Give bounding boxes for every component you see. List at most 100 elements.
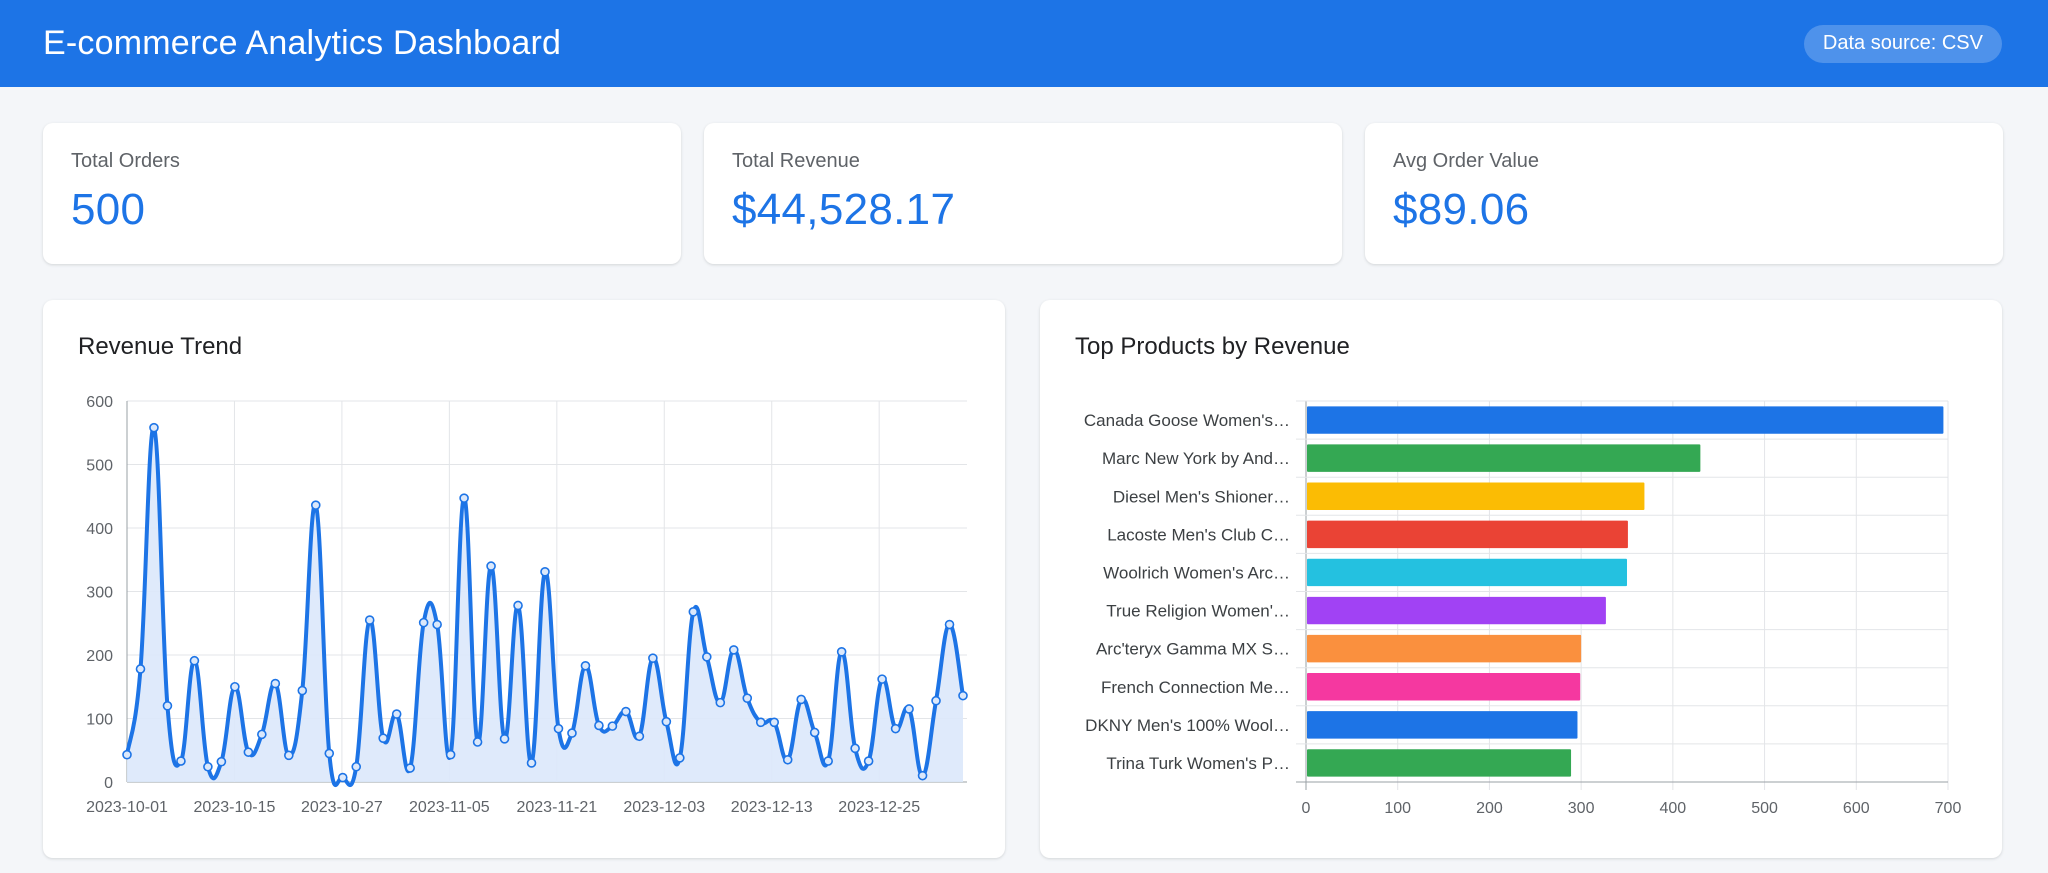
x-tick-label: 2023-12-13 xyxy=(731,799,813,816)
product-bar xyxy=(1307,634,1582,663)
x-tick-label: 500 xyxy=(1751,800,1778,817)
revenue-point xyxy=(755,717,766,728)
kpi-label: Total Revenue xyxy=(732,150,860,172)
revenue-point xyxy=(661,716,672,727)
product-bar xyxy=(1307,749,1572,777)
revenue-point xyxy=(135,664,146,674)
revenue-point xyxy=(270,678,281,689)
revenue-point xyxy=(284,750,294,761)
x-tick-label: 2023-11-05 xyxy=(409,799,490,816)
product-bar xyxy=(1307,596,1606,625)
x-tick-label: 200 xyxy=(1476,800,1503,817)
kpi-card-total-revenue: Total Revenue $44,528.17 xyxy=(704,123,1342,264)
product-label: Arc'teryx Gamma MX S… xyxy=(1096,640,1290,659)
revenue-point xyxy=(216,756,227,767)
revenue-point xyxy=(836,647,847,657)
revenue-point xyxy=(391,709,402,719)
product-bar xyxy=(1307,482,1645,510)
revenue-point xyxy=(688,607,699,617)
revenue-point xyxy=(567,728,577,738)
revenue-point xyxy=(702,652,712,662)
revenue-point xyxy=(310,500,321,510)
x-tick-label: 400 xyxy=(1660,800,1687,817)
revenue-point xyxy=(472,737,483,747)
revenue-point xyxy=(648,653,658,663)
revenue-area-fill xyxy=(127,427,963,786)
y-tick-label: 600 xyxy=(86,394,113,411)
product-label: Marc New York by And… xyxy=(1102,449,1290,468)
revenue-point xyxy=(958,690,968,701)
product-bar xyxy=(1307,711,1578,739)
revenue-point xyxy=(715,697,726,708)
product-label: Diesel Men's Shioner… xyxy=(1113,487,1290,506)
x-tick-label: 2023-10-01 xyxy=(86,799,168,816)
revenue-point xyxy=(418,617,429,628)
top-products-chart[interactable]: 0 100 200 300 400 500 600 700 Canada Goose Women… xyxy=(1040,300,2002,858)
product-bar xyxy=(1307,406,1944,434)
revenue-point xyxy=(337,772,348,783)
revenue-point xyxy=(931,695,941,706)
kpi-label: Total Orders xyxy=(71,150,180,172)
revenue-point xyxy=(243,747,254,757)
revenue-point xyxy=(149,422,159,433)
kpi-card-total-orders: Total Orders 500 xyxy=(43,123,681,264)
x-tick-label: 100 xyxy=(1384,800,1411,817)
product-label: True Religion Women'… xyxy=(1106,602,1290,621)
revenue-point xyxy=(675,753,685,763)
kpi-card-avg-order-value: Avg Order Value $89.06 xyxy=(1365,123,2003,264)
revenue-point xyxy=(203,761,213,772)
revenue-point xyxy=(553,723,564,734)
revenue-point xyxy=(405,763,415,773)
revenue-point xyxy=(526,758,537,768)
revenue-trend-chart[interactable]: 0 100 200 300 400 500 600 2023-10-01 2023-10-15 2… xyxy=(43,300,1005,858)
kpi-value: 500 xyxy=(71,185,146,234)
x-tick-label: 600 xyxy=(1843,800,1870,817)
revenue-point xyxy=(432,619,442,630)
revenue-point xyxy=(540,567,550,577)
x-tick-label: 2023-11-21 xyxy=(516,799,597,816)
product-label: French Connection Me… xyxy=(1101,678,1290,697)
revenue-point xyxy=(890,723,901,734)
revenue-point xyxy=(634,731,645,742)
revenue-point xyxy=(877,674,887,684)
revenue-trend-card: Revenue Trend 0 100 200 300 400 500 600 2023-10… xyxy=(43,300,1005,858)
chart-title: Revenue Trend xyxy=(78,333,243,360)
y-tick-label: 200 xyxy=(86,648,113,665)
x-tick-label: 300 xyxy=(1568,800,1595,817)
revenue-point xyxy=(486,561,496,571)
product-label: Woolrich Women's Arc… xyxy=(1103,563,1290,582)
revenue-point xyxy=(621,706,631,717)
x-tick-label: 2023-12-25 xyxy=(838,799,920,816)
data-source-badge: Data source: CSV xyxy=(1803,24,2002,63)
y-tick-label: 300 xyxy=(86,585,113,602)
x-tick-label: 700 xyxy=(1935,800,1962,817)
revenue-point xyxy=(499,734,510,744)
y-tick-label: 100 xyxy=(86,712,113,729)
revenue-point xyxy=(796,694,806,705)
revenue-point xyxy=(769,717,780,728)
revenue-point xyxy=(324,748,335,759)
product-bar xyxy=(1307,558,1627,587)
revenue-point xyxy=(378,733,388,743)
x-tick-label: 2023-10-27 xyxy=(301,799,383,816)
revenue-point xyxy=(823,756,833,766)
chart-title: Top Products by Revenue xyxy=(1075,333,1350,360)
x-tick-label: 2023-12-03 xyxy=(623,799,705,816)
revenue-point xyxy=(364,615,375,625)
revenue-point xyxy=(122,749,132,760)
y-tick-label: 500 xyxy=(86,458,113,475)
revenue-point xyxy=(162,700,173,711)
revenue-point xyxy=(594,720,604,731)
revenue-point xyxy=(580,660,591,671)
product-label: DKNY Men's 100% Wool… xyxy=(1085,716,1290,735)
kpi-value: $89.06 xyxy=(1393,185,1530,234)
revenue-point xyxy=(728,645,739,655)
kpi-label: Avg Order Value xyxy=(1393,150,1540,172)
revenue-point xyxy=(742,693,753,703)
revenue-point xyxy=(351,761,362,772)
revenue-point xyxy=(176,756,186,766)
revenue-point xyxy=(917,770,928,781)
kpi-value: $44,528.17 xyxy=(732,185,956,234)
product-label: Canada Goose Women's… xyxy=(1084,411,1290,430)
revenue-point xyxy=(607,721,618,731)
